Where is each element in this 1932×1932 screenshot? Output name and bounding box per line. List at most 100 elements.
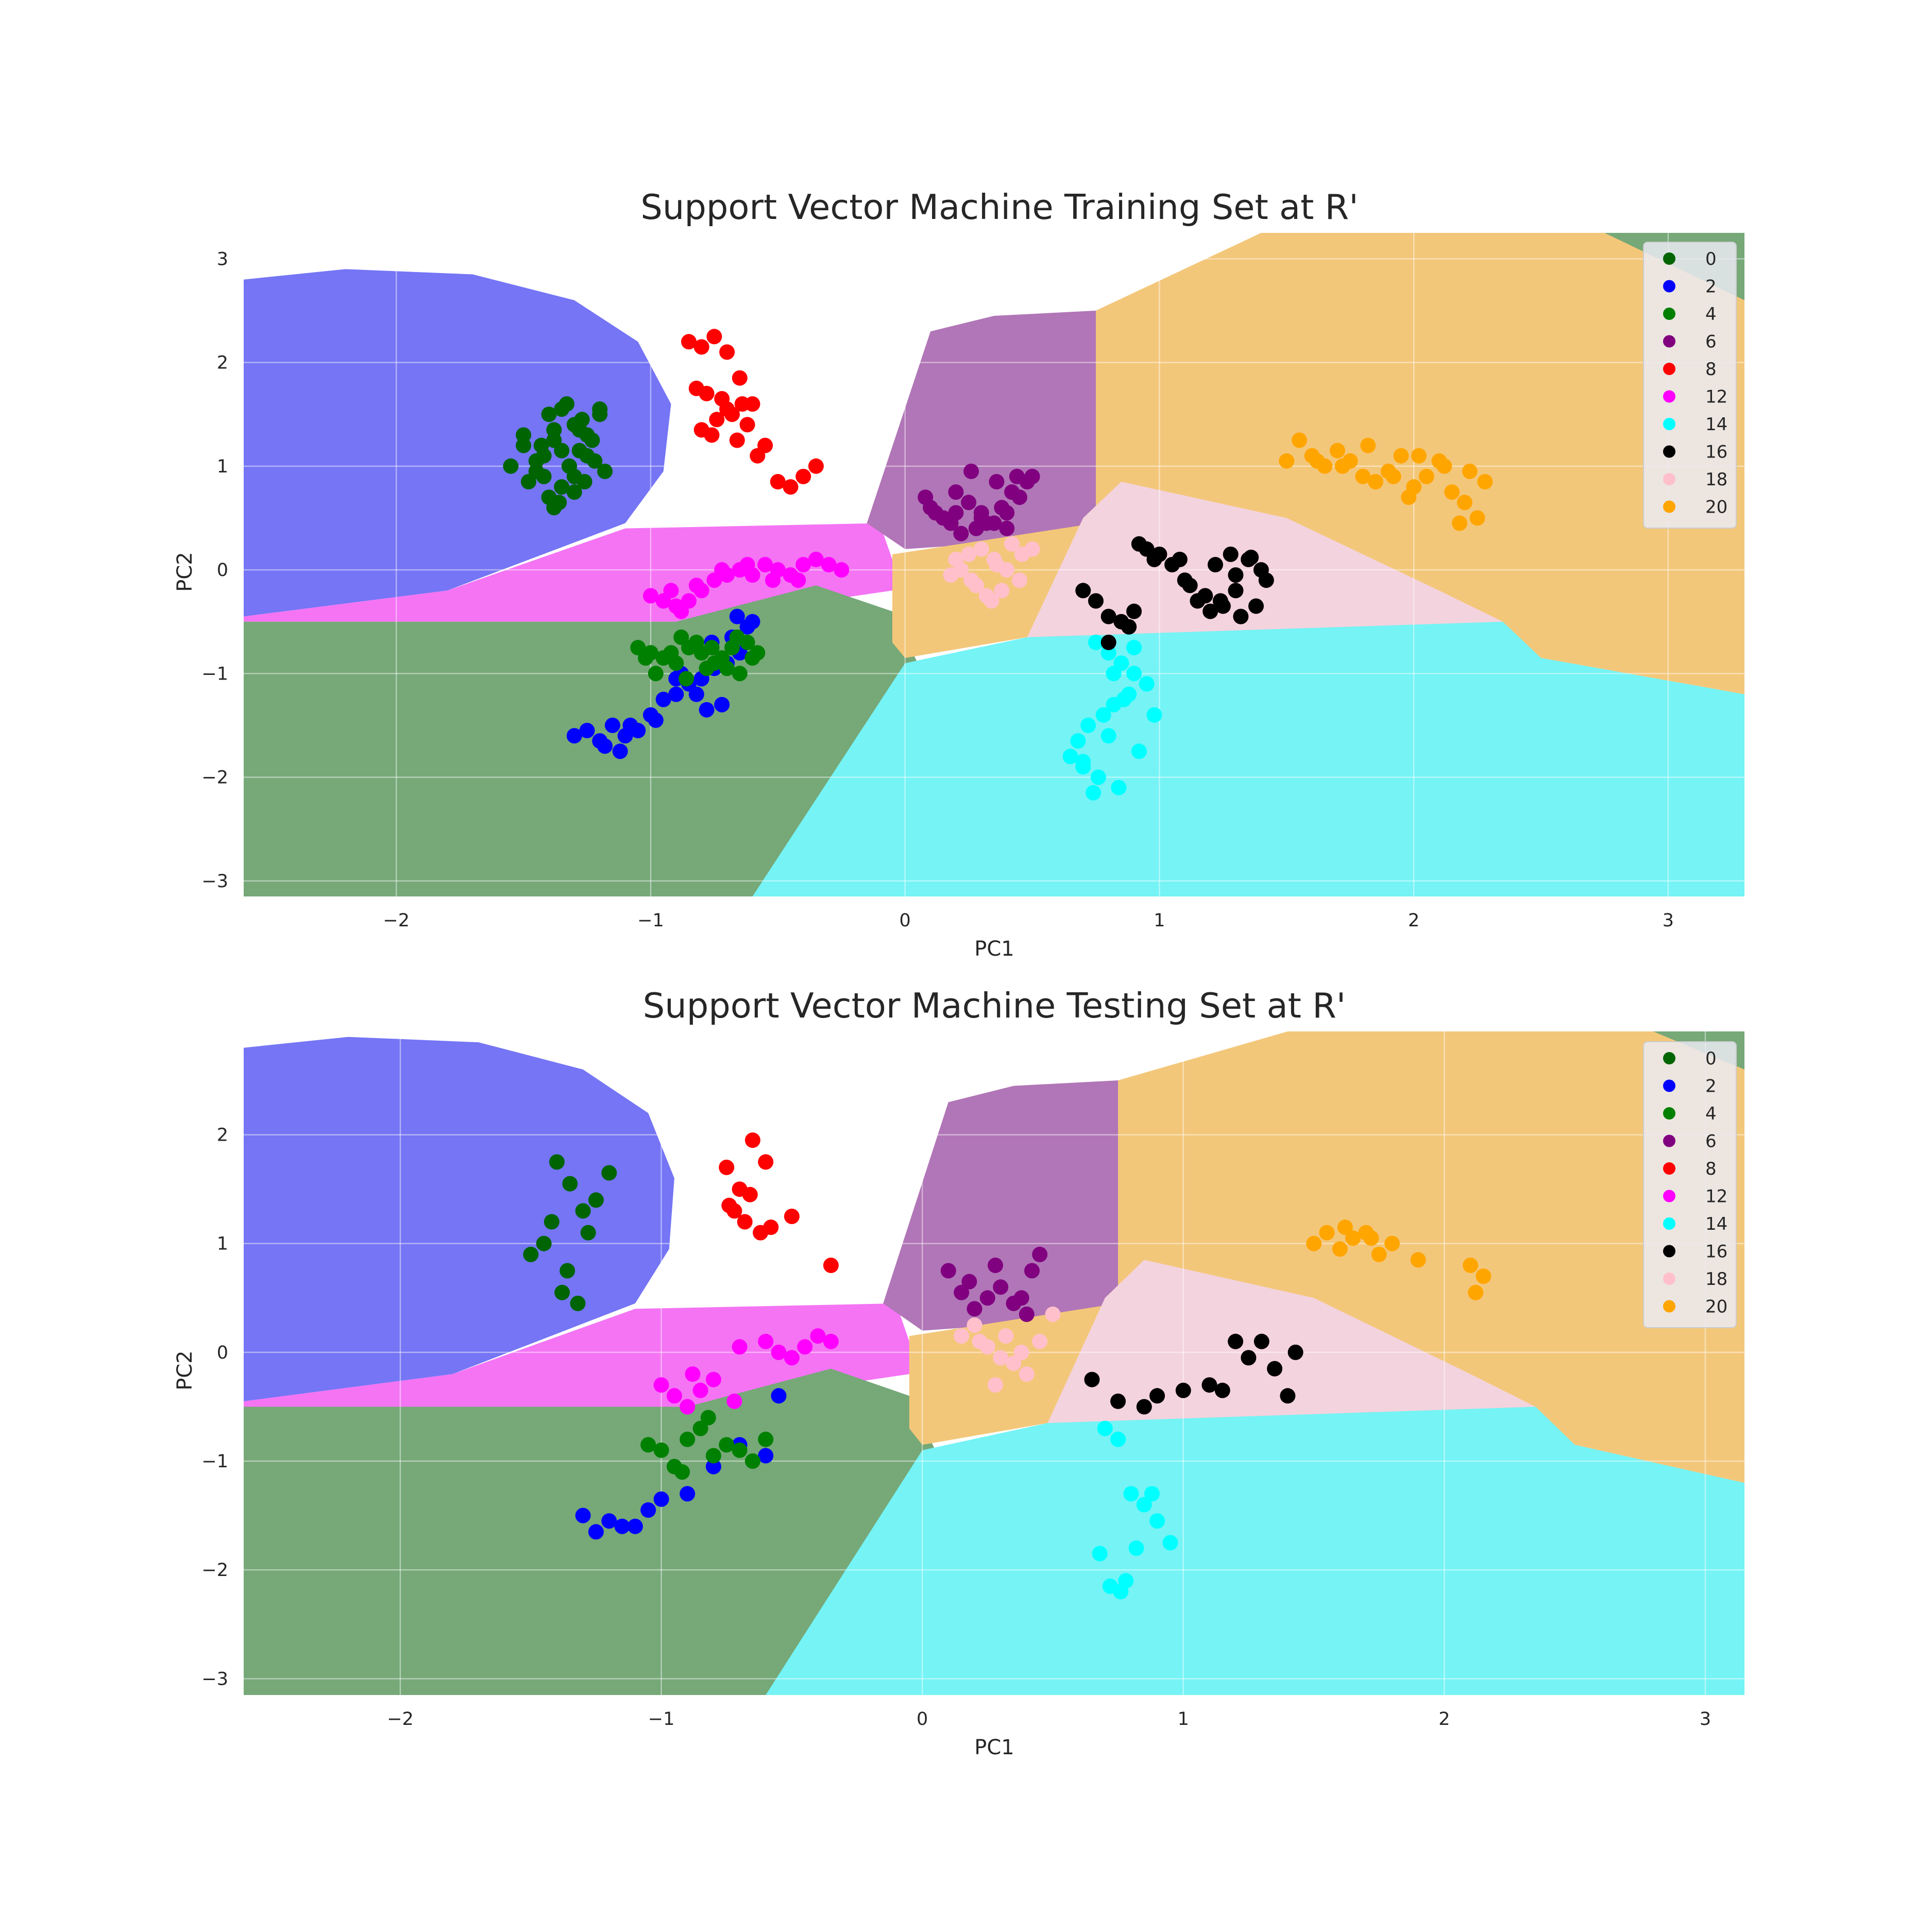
point-class-12 — [688, 578, 704, 594]
point-class-16 — [1208, 557, 1223, 572]
point-class-6 — [961, 495, 977, 511]
point-class-0 — [560, 1263, 575, 1279]
point-class-16 — [1201, 1377, 1217, 1393]
legend-label-2: 2 — [1705, 277, 1717, 297]
point-class-16 — [1223, 546, 1239, 562]
point-class-4 — [688, 634, 704, 650]
legend: 0 2 4 6 8 12 14 16 18 20 — [1643, 1041, 1737, 1328]
point-class-20 — [1401, 489, 1417, 505]
point-class-6 — [994, 500, 1010, 516]
point-class-14 — [1149, 1513, 1165, 1529]
point-class-0 — [579, 448, 595, 464]
point-class-2 — [601, 1513, 617, 1529]
point-class-20 — [1309, 453, 1325, 469]
plot-area — [244, 1031, 1744, 1695]
point-class-0 — [597, 463, 613, 479]
point-class-8 — [719, 401, 735, 417]
point-class-14 — [1086, 785, 1101, 801]
point-class-12 — [795, 557, 811, 572]
point-class-0 — [523, 1246, 539, 1262]
point-class-4 — [680, 1431, 696, 1447]
x-tick-label: −2 — [387, 1709, 414, 1730]
point-class-20 — [1334, 458, 1350, 474]
point-class-2 — [648, 712, 664, 728]
point-class-12 — [834, 562, 850, 578]
point-class-20 — [1384, 1235, 1400, 1251]
point-class-16 — [1126, 603, 1142, 619]
point-class-8 — [763, 1219, 779, 1235]
point-class-18 — [984, 593, 999, 609]
point-class-4 — [705, 1448, 721, 1464]
point-class-16 — [1100, 634, 1116, 650]
point-class-14 — [1111, 779, 1127, 795]
point-class-12 — [765, 572, 781, 588]
point-class-2 — [668, 686, 684, 702]
point-class-2 — [604, 717, 620, 733]
point-class-0 — [554, 1284, 570, 1300]
point-class-8 — [681, 334, 697, 350]
point-class-8 — [739, 417, 755, 433]
point-class-16 — [1100, 608, 1116, 624]
point-class-8 — [823, 1258, 839, 1273]
legend-marker-16 — [1663, 1245, 1675, 1258]
point-class-20 — [1444, 484, 1460, 500]
point-class-6 — [1019, 1307, 1035, 1322]
point-class-0 — [592, 401, 608, 417]
point-class-6 — [1024, 1263, 1040, 1279]
point-class-6 — [1013, 1290, 1029, 1306]
region-cyan — [766, 1406, 1744, 1695]
point-class-4 — [744, 1453, 760, 1469]
point-class-18 — [1006, 1355, 1022, 1371]
point-class-14 — [1088, 634, 1104, 650]
point-class-18 — [998, 1328, 1014, 1344]
point-class-8 — [721, 1197, 737, 1213]
legend-marker-8 — [1663, 363, 1675, 375]
point-class-16 — [1287, 1344, 1303, 1360]
point-class-2 — [655, 691, 671, 707]
point-class-6 — [993, 1279, 1009, 1295]
legend-label-18: 18 — [1705, 469, 1727, 490]
point-class-16 — [1280, 1388, 1296, 1404]
point-class-6 — [988, 1258, 1003, 1273]
point-class-12 — [680, 1399, 696, 1415]
point-class-16 — [1084, 1371, 1100, 1387]
point-class-14 — [1110, 1431, 1126, 1447]
point-class-8 — [784, 1209, 800, 1224]
point-class-4 — [653, 1442, 669, 1458]
y-tick-label: 2 — [217, 353, 228, 374]
point-class-4 — [674, 1464, 690, 1480]
point-class-16 — [1088, 593, 1104, 609]
point-class-8 — [693, 339, 709, 355]
point-class-0 — [521, 474, 536, 489]
point-class-20 — [1436, 458, 1452, 474]
x-tick-label: 0 — [900, 910, 911, 931]
point-class-20 — [1411, 448, 1427, 464]
point-class-2 — [588, 1524, 604, 1540]
point-class-12 — [821, 557, 837, 572]
y-tick-labels: −3 −2 −1 0 1 2 — [201, 1125, 228, 1690]
legend-label-2: 2 — [1705, 1076, 1717, 1097]
y-tick-label: −3 — [201, 871, 228, 892]
point-class-20 — [1371, 1246, 1387, 1262]
point-class-8 — [693, 422, 709, 438]
point-class-16 — [1267, 1361, 1283, 1377]
point-class-12 — [758, 1333, 774, 1349]
point-class-4 — [640, 1437, 656, 1453]
x-tick-label: −2 — [383, 910, 410, 931]
point-class-8 — [688, 380, 704, 396]
x-tick-label: −1 — [637, 910, 664, 931]
region-orange_right — [1096, 233, 1744, 694]
point-class-16 — [1228, 583, 1244, 599]
point-class-20 — [1477, 474, 1493, 489]
region-pink — [1027, 482, 1503, 637]
x-axis-label: PC1 — [974, 1736, 1014, 1759]
point-class-2 — [714, 697, 730, 713]
point-class-4 — [719, 1437, 735, 1453]
testing-title: Support Vector Machine Testing Set at R' — [643, 986, 1346, 1026]
legend-label-6: 6 — [1705, 332, 1717, 352]
point-class-6 — [918, 489, 934, 505]
point-class-14 — [1116, 691, 1132, 707]
point-class-0 — [559, 396, 574, 412]
legend-label-16: 16 — [1705, 1242, 1727, 1262]
y-tick-labels: −3 −2 −1 0 1 2 3 — [201, 249, 228, 892]
